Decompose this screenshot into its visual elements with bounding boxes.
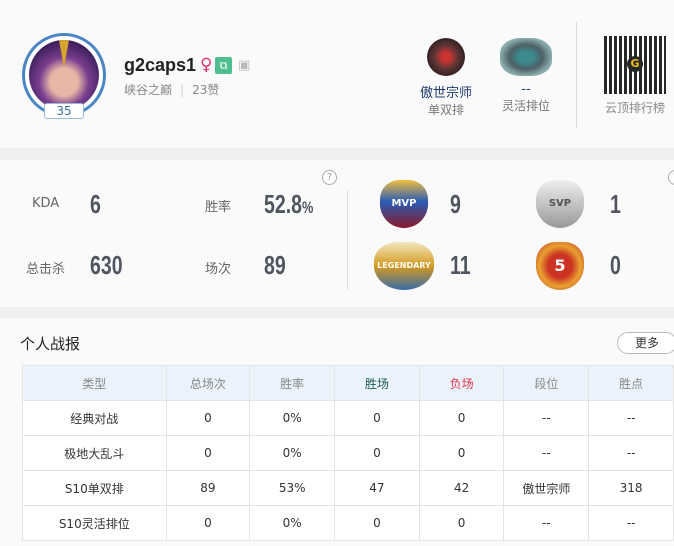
cell-total: 0 [165,400,251,436]
section-title: 个人战报 [20,335,81,353]
svp-badge-icon: SVP [536,180,584,228]
col-losses: 负场 [418,365,505,401]
col-type: 类型 [22,365,167,401]
cell-winrate: 0% [249,435,336,471]
mvp-badge-icon: MVP [380,180,428,228]
cell-losses: 42 [418,470,505,506]
grandmaster-emblem-icon [427,38,465,76]
rank-solo[interactable]: 傲世宗师 单双排 [406,38,486,118]
rank-queue: 单双排 [427,103,464,117]
server-name: 峡谷之巅 [124,83,173,97]
cell-wins: 0 [334,505,420,541]
games-label: 场次 [205,262,232,277]
cell-type: S10单双排 [22,470,167,506]
col-total: 总场次 [165,365,251,401]
avatar-image [29,40,99,110]
col-lp: 胜点 [588,365,674,401]
cell-type: 经典对战 [22,400,167,436]
cell-wins: 0 [334,400,420,436]
legendary-badge-icon: LEGENDARY [374,242,434,290]
table-row: 极地大乱斗 0 0% 0 0 -- -- [22,435,674,471]
mvp-count: 9 [450,189,461,219]
cell-winrate: 0% [249,400,336,436]
winrate-label: 胜率 [205,200,232,215]
kills-label: 总击杀 [26,262,66,277]
level-badge: 35 [44,103,84,119]
rank-tier: 傲世宗师 [419,86,472,101]
help-icon[interactable]: ? [322,170,337,185]
cell-losses: 0 [418,435,505,471]
record-table: 类型 总场次 胜率 胜场 负场 段位 胜点 经典对战 0 0% 0 0 -- -- 极地大乱斗… [22,365,674,541]
cell-winrate: 53% [249,470,336,506]
likes-count: 23赞 [192,83,220,97]
winrate-unit: % [301,198,314,217]
winrate-value: 52.8% [264,189,313,220]
legendary-count: 11 [450,250,471,280]
winrate-number: 52.8 [264,189,302,219]
svp-count: 1 [610,189,621,219]
cell-wins: 0 [334,435,420,471]
summoner-name: g2caps1 [124,55,197,75]
cell-losses: 0 [418,400,505,436]
qr-label: 云顶排行榜 [605,101,666,115]
cell-tier: -- [503,505,590,541]
cell-tier: -- [503,400,590,436]
cell-lp: -- [588,505,674,541]
cell-type: S10灵活排位 [22,505,167,541]
table-row: S10灵活排位 0 0% 0 0 -- -- [22,505,674,541]
table-row: 经典对战 0 0% 0 0 -- -- [22,400,674,436]
cell-wins: 47 [334,470,420,506]
unranked-emblem-icon [500,38,552,76]
cell-lp: 318 [588,470,674,506]
cell-lp: -- [588,435,674,471]
cell-tier: -- [503,435,590,471]
pentakill-badge-icon: 5 [536,242,584,290]
cell-total: 0 [165,435,251,471]
kda-value: 6 [90,189,101,219]
cell-total: 89 [165,470,251,506]
kda-label: KDA [32,196,60,211]
col-wins: 胜场 [334,365,420,401]
rank-tier: -- [521,82,531,97]
divider [347,190,348,290]
cell-losses: 0 [418,505,505,541]
games-value: 89 [264,250,286,280]
cell-type: 极地大乱斗 [22,435,167,471]
cell-lp: -- [588,400,674,436]
cell-winrate: 0% [249,505,336,541]
cell-tier: 傲世宗师 [503,470,590,506]
pentakill-count: 0 [610,250,621,280]
table-row: S10单双排 89 53% 47 42 傲世宗师 318 [22,470,674,506]
profile-panel [0,0,674,148]
col-winrate: 胜率 [249,365,336,401]
female-icon: ♀ [200,55,213,75]
table-header-row: 类型 总场次 胜率 胜场 负场 段位 胜点 [22,365,674,401]
kills-value: 630 [90,250,123,280]
divider [576,22,577,128]
qr-code-icon [604,36,666,94]
divider: | [180,83,185,97]
copy-icon[interactable]: ⧉ [215,57,232,74]
profile-sub: 峡谷之巅 | 23赞 [124,81,219,98]
rank-flex[interactable]: -- 灵活排位 [486,38,566,114]
rank-queue: 灵活排位 [501,99,550,113]
col-tier: 段位 [503,365,590,401]
more-button[interactable]: 更多 [617,332,674,354]
cell-total: 0 [165,505,251,541]
wings-icon[interactable]: ▣ [238,58,251,73]
